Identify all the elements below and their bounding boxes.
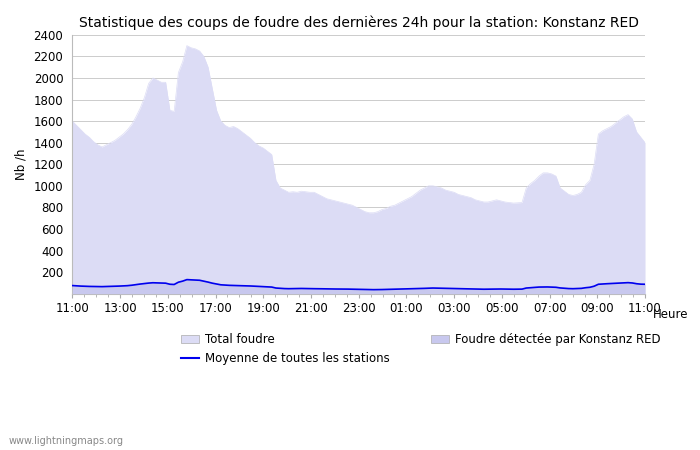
X-axis label: Heure: Heure	[653, 308, 689, 321]
Legend: Total foudre, Moyenne de toutes les stations, Foudre détectée par Konstanz RED: Total foudre, Moyenne de toutes les stat…	[181, 333, 660, 365]
Text: www.lightningmaps.org: www.lightningmaps.org	[8, 436, 123, 446]
Y-axis label: Nb /h: Nb /h	[15, 148, 28, 180]
Title: Statistique des coups de foudre des dernières 24h pour la station: Konstanz RED: Statistique des coups de foudre des dern…	[78, 15, 638, 30]
